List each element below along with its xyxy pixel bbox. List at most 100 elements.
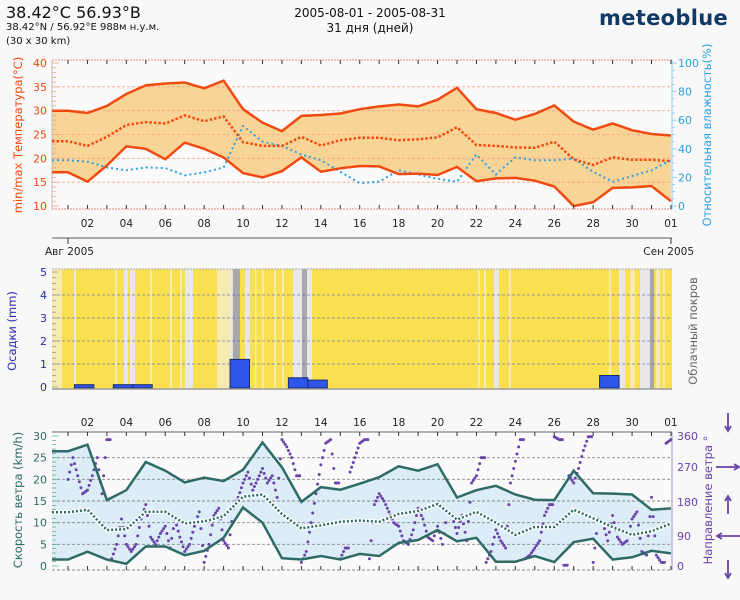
humidity-tick-label: 60 xyxy=(678,114,692,127)
wind-direction-dot xyxy=(89,479,93,483)
day-label: 08 xyxy=(197,417,210,429)
humidity-axis-label: Относительная влажность(%) xyxy=(700,44,714,227)
precipitation-bar xyxy=(307,379,328,389)
wind-direction-dot xyxy=(512,467,516,470)
wind-direction-dot xyxy=(277,476,281,480)
compass-arrow-down-icon xyxy=(724,413,732,433)
wind-direction-dot xyxy=(423,523,427,527)
humidity-tick-label: 100 xyxy=(678,57,699,70)
precipitation-bar xyxy=(112,384,134,389)
humidity-tick-label: 40 xyxy=(678,143,692,156)
wind-direction-dot xyxy=(340,553,344,557)
temperature-axis-label: min/max Температура(°C) xyxy=(11,57,25,214)
wind-direction-dot xyxy=(632,515,636,519)
wind-direction-dot xyxy=(311,511,315,515)
wind-direction-dot xyxy=(637,523,641,527)
day-label: 14 xyxy=(314,417,328,429)
wind-direction-dot xyxy=(380,497,384,501)
wind-direction-dot xyxy=(560,438,564,442)
wind-direction-dot xyxy=(350,465,354,469)
wind-direction-dot xyxy=(593,546,597,550)
wind-direction-dot xyxy=(332,467,336,470)
wind-direction-dot xyxy=(452,519,456,523)
wind-direction-dot xyxy=(239,486,243,490)
precipitation-bar xyxy=(229,358,251,389)
wind-direction-dot xyxy=(116,534,120,538)
wind-direction-dot xyxy=(74,468,78,472)
wind-direction-dot xyxy=(531,548,535,552)
wind-direction-dot xyxy=(432,534,436,538)
wind-direction-dot xyxy=(243,477,247,481)
cloud-cover-stripe xyxy=(649,269,655,389)
temperature-tick-label: 15 xyxy=(33,176,47,189)
wind-direction-dot xyxy=(249,482,253,486)
wind-direction-dot xyxy=(97,468,101,472)
day-label: 02 xyxy=(81,218,94,230)
wind-direction-dot xyxy=(225,544,229,548)
wind-direction-dot xyxy=(197,510,201,514)
wind-direction-dot xyxy=(71,456,75,460)
wind-direction-dot xyxy=(466,519,470,523)
cloud-cover-stripe xyxy=(478,269,480,389)
cloud-cover-stripe xyxy=(508,269,512,389)
wind-direction-dot xyxy=(150,538,154,542)
wind-direction-dot xyxy=(129,550,133,554)
wind-direction-dot xyxy=(299,560,303,564)
wind-direction-dot xyxy=(669,438,673,442)
wind-direction-dot xyxy=(308,530,312,534)
wind-direction-dot xyxy=(163,524,167,528)
wind-direction-dot xyxy=(572,481,576,485)
wind-direction-dot xyxy=(147,524,151,528)
precipitation-tick-label: 2 xyxy=(40,335,47,348)
day-label: 01 xyxy=(664,417,677,429)
wind-direction-dot xyxy=(436,524,440,528)
day-label: 30 xyxy=(625,218,638,230)
wind-direction-dot xyxy=(144,503,148,507)
cloud-cover-stripe xyxy=(608,269,612,389)
wind-direction-dot xyxy=(186,545,190,549)
wind-direction-dot xyxy=(470,481,474,485)
wind-direction-tick-label: 360 xyxy=(677,430,698,443)
date-range: 2005-08-01 - 2005-08-31 xyxy=(294,6,446,20)
humidity-tick-label: 0 xyxy=(678,200,685,213)
compass-arrow-up-icon xyxy=(724,494,732,514)
wind-direction-dot xyxy=(419,513,423,517)
day-label: 16 xyxy=(353,218,367,230)
wind-direction-dot xyxy=(100,492,104,496)
day-label: 16 xyxy=(353,417,367,429)
day-label: 20 xyxy=(431,218,444,230)
wind-direction-dot xyxy=(145,513,149,517)
wind-direction-dot xyxy=(68,470,72,474)
wind-direction-tick-label: 180 xyxy=(677,496,698,509)
wind-direction-dot xyxy=(199,527,203,531)
wind-direction-dot xyxy=(210,523,214,527)
wind-direction-dot xyxy=(504,546,508,550)
wind-direction-dot xyxy=(468,500,472,504)
wind-direction-dot xyxy=(515,452,519,456)
wind-direction-dot xyxy=(275,495,279,499)
wind-direction-dot xyxy=(309,521,313,525)
wind-direction-dot xyxy=(494,528,498,532)
wind-direction-dot xyxy=(382,499,386,503)
wind-direction-dot xyxy=(113,547,117,551)
wind-direction-dot xyxy=(461,522,465,526)
wind-direction-dot xyxy=(398,529,402,533)
wind-direction-dot xyxy=(413,521,417,525)
wind-direction-dot xyxy=(387,510,391,514)
compass-arrow-left-icon xyxy=(715,532,740,540)
wind-direction-dot xyxy=(103,456,107,460)
meteoblue-logo[interactable]: meteoblue xyxy=(599,6,728,30)
cloud-cover-stripe xyxy=(662,269,665,389)
cloud-cover-stripe xyxy=(281,269,284,389)
compass-arrow-right-icon xyxy=(716,463,740,471)
wind-direction-dot xyxy=(254,481,258,485)
cloud-cover-stripe xyxy=(261,269,265,389)
wind-direction-dot xyxy=(191,530,195,534)
wind-direction-dot xyxy=(207,542,211,546)
wind-direction-dot xyxy=(662,560,666,564)
wind-direction-dot xyxy=(521,438,525,442)
day-label: 24 xyxy=(509,417,523,429)
wind-direction-dot xyxy=(489,550,493,554)
temperature-tick-label: 20 xyxy=(33,152,47,165)
day-label: 04 xyxy=(120,218,134,230)
